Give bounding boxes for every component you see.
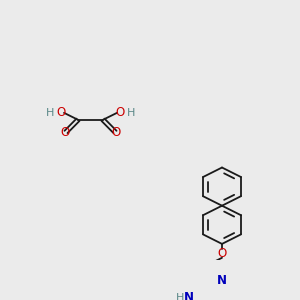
Text: O: O xyxy=(60,126,70,139)
Text: H: H xyxy=(127,108,135,118)
Text: O: O xyxy=(218,247,226,260)
Text: O: O xyxy=(56,106,66,119)
Text: N: N xyxy=(184,291,194,300)
Text: N: N xyxy=(217,274,227,287)
Text: H: H xyxy=(176,293,184,300)
Text: O: O xyxy=(111,126,121,139)
Text: H: H xyxy=(46,108,54,118)
Text: O: O xyxy=(116,106,124,119)
